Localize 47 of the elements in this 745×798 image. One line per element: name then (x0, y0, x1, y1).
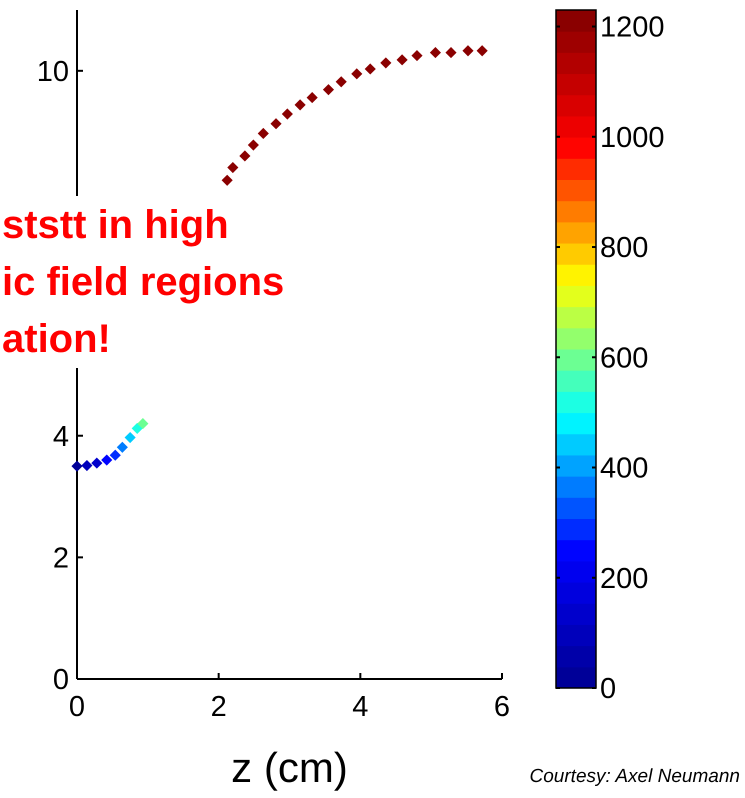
point (110, 450, 121, 461)
point (124, 432, 136, 443)
annotation: ation! (2, 317, 111, 361)
point (82, 460, 92, 471)
point (336, 76, 347, 88)
y-tick-label: 10 (36, 56, 69, 88)
point (306, 92, 318, 103)
point (323, 84, 334, 96)
point (412, 50, 422, 62)
point (364, 64, 376, 74)
color-bar-label: 600 (600, 342, 648, 374)
x-axis-title: z (cm) (231, 744, 348, 791)
point (351, 68, 362, 80)
point (446, 47, 456, 58)
point (137, 418, 148, 429)
x-tick-label: 6 (494, 691, 510, 723)
color-bar-label: 800 (600, 232, 648, 264)
color-bar-label: 400 (600, 452, 648, 485)
color-bar-label: 200 (600, 562, 648, 595)
point (396, 54, 408, 66)
annotation: ic field regions (2, 260, 284, 304)
color-bar-label: 1000 (600, 122, 665, 154)
point (116, 442, 128, 453)
color-bar-label: 1200 (600, 12, 665, 44)
point (72, 460, 82, 472)
point (462, 45, 474, 56)
point (380, 58, 392, 68)
text: Courtesy: Axel Neumann (529, 766, 740, 787)
point (91, 458, 102, 468)
x-tick-label: 4 (352, 691, 368, 723)
y-tick-label: 4 (52, 420, 69, 453)
y-tick-label: 2 (52, 542, 69, 575)
point (227, 162, 238, 173)
point (248, 140, 259, 150)
point (282, 108, 293, 120)
y-tick-label: 0 (52, 664, 69, 696)
point (239, 150, 250, 162)
point (270, 118, 282, 130)
annotation: ststt in high (2, 203, 229, 247)
point (132, 423, 143, 434)
point (101, 454, 112, 466)
point (294, 99, 306, 110)
point (258, 128, 269, 139)
point (430, 47, 441, 58)
point (476, 45, 488, 56)
x-tick-label: 2 (210, 691, 227, 723)
point (222, 174, 233, 186)
